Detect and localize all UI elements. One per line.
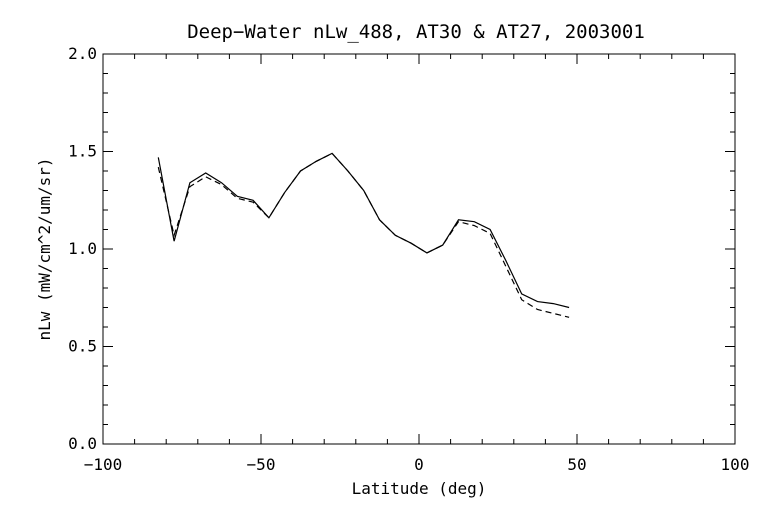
x-tick-label: 50 [567, 455, 586, 474]
chart-title: Deep−Water nLw_488, AT30 & AT27, 2003001 [187, 21, 645, 43]
y-tick-label: 0.0 [68, 434, 97, 453]
x-tick-label: −50 [247, 455, 276, 474]
y-tick-label: 1.0 [68, 239, 97, 258]
x-tick-label: 0 [414, 455, 424, 474]
y-axis-label: nLw (mW/cm^2/um/sr) [35, 157, 54, 340]
x-tick-labels: −100 −50 0 50 100 [84, 455, 750, 474]
axis-ticks [102, 53, 736, 445]
y-tick-label: 1.5 [68, 142, 97, 161]
series-layer [157, 152, 570, 318]
x-axis-label: Latitude (deg) [352, 479, 487, 498]
x-tick-label: −100 [84, 455, 123, 474]
y-tick-label: 0.5 [68, 337, 97, 356]
series-line-dashed [157, 152, 570, 318]
series-line-solid [157, 152, 570, 309]
y-tick-label: 2.0 [68, 44, 97, 63]
plot-frame [102, 53, 736, 445]
x-tick-label: 100 [721, 455, 750, 474]
y-tick-labels: 0.0 0.5 1.0 1.5 2.0 [68, 44, 97, 453]
